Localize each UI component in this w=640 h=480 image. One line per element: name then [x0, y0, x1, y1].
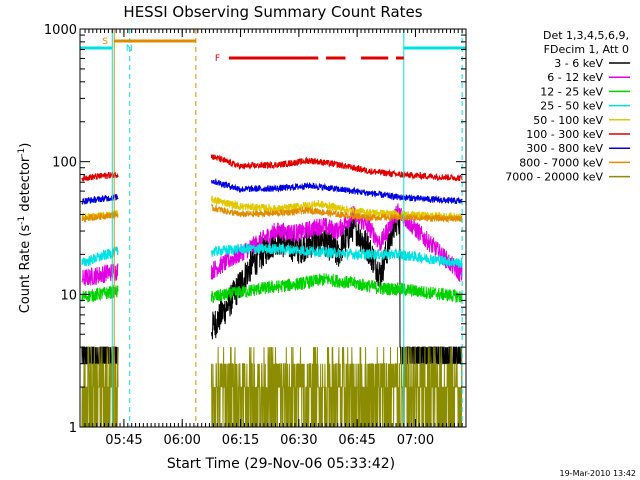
- series-line-segment: [210, 273, 463, 304]
- legend-entry-label: 100 - 300 keV: [526, 128, 603, 141]
- y-axis-label-part3: ): [18, 143, 33, 148]
- series-line-segment: [210, 242, 463, 268]
- plot-area: S N F: [80, 29, 466, 428]
- series-line-segment: [210, 347, 463, 428]
- footer-timestamp: 19-Mar-2010 13:42: [560, 469, 637, 478]
- y-tick-label: 10: [60, 288, 77, 303]
- y-tick-label: 100: [52, 156, 77, 171]
- legend-entry-label: 800 - 7000 keV: [519, 156, 603, 169]
- y-tick-label: 1000: [44, 23, 77, 38]
- series-100-300-kev: [81, 154, 463, 182]
- plot-frame: [79, 28, 467, 428]
- legend-entry-label: 7000 - 20000 keV: [505, 171, 603, 184]
- legend-entry-label: 300 - 800 keV: [526, 142, 603, 155]
- legend-entry-label: 50 - 100 keV: [533, 114, 603, 127]
- x-tick-label: 05:45: [105, 433, 142, 448]
- flag-label-n: N: [126, 44, 133, 54]
- chart-title: HESSI Observing Summary Count Rates: [123, 3, 422, 21]
- series-12-25-kev: [81, 273, 463, 304]
- series-line-segment: [210, 178, 463, 205]
- y-axis: 1 10 100 1000: [44, 23, 466, 436]
- x-tick-label: 06:45: [338, 433, 375, 448]
- flag-label-f: F: [215, 54, 220, 64]
- series-line-segment: [210, 203, 463, 224]
- flag-f: F: [215, 54, 404, 64]
- legend-header-line: Det 1,3,4,5,6,9,: [543, 29, 629, 42]
- y-tick-label: 1: [69, 421, 77, 436]
- y-axis-label-sup2: -1: [17, 148, 27, 157]
- y-axis-label-sup1: -1: [17, 216, 27, 225]
- flag-n: N: [80, 44, 466, 54]
- x-tick-label: 06:15: [222, 433, 259, 448]
- series-line-segment: [210, 195, 463, 223]
- series-line-segment: [210, 202, 463, 282]
- legend-header-line: FDecim 1, Att 0: [544, 43, 629, 56]
- y-axis-label-part1: Count Rate (s: [18, 225, 33, 314]
- x-axis-label: Start Time (29-Nov-06 05:33:42): [167, 456, 395, 472]
- x-axis: 05:45 06:00 06:15 06:30 06:45 07:00: [84, 29, 463, 448]
- flag-label-s: S: [102, 37, 108, 47]
- flag-s: S: [102, 37, 196, 47]
- x-tick-label: 06:30: [280, 433, 317, 448]
- legend-entry-label: 25 - 50 keV: [540, 100, 603, 113]
- x-tick-label: 07:00: [397, 433, 434, 448]
- series-300-800-kev: [81, 178, 463, 205]
- series-7000-20000-kev: [81, 346, 463, 428]
- x-tick-label: 06:00: [163, 433, 200, 448]
- series-line-segment: [210, 154, 463, 182]
- legend-entry-label: 6 - 12 keV: [547, 71, 603, 84]
- y-axis-label-part2: detector: [18, 156, 33, 216]
- legend: Det 1,3,4,5,6,9,FDecim 1, Att 03 - 6 keV…: [505, 29, 630, 184]
- legend-entry-label: 3 - 6 keV: [554, 57, 603, 70]
- y-axis-label: Count Rate (s-1 detector-1): [17, 143, 33, 314]
- legend-entry-label: 12 - 25 keV: [540, 85, 603, 98]
